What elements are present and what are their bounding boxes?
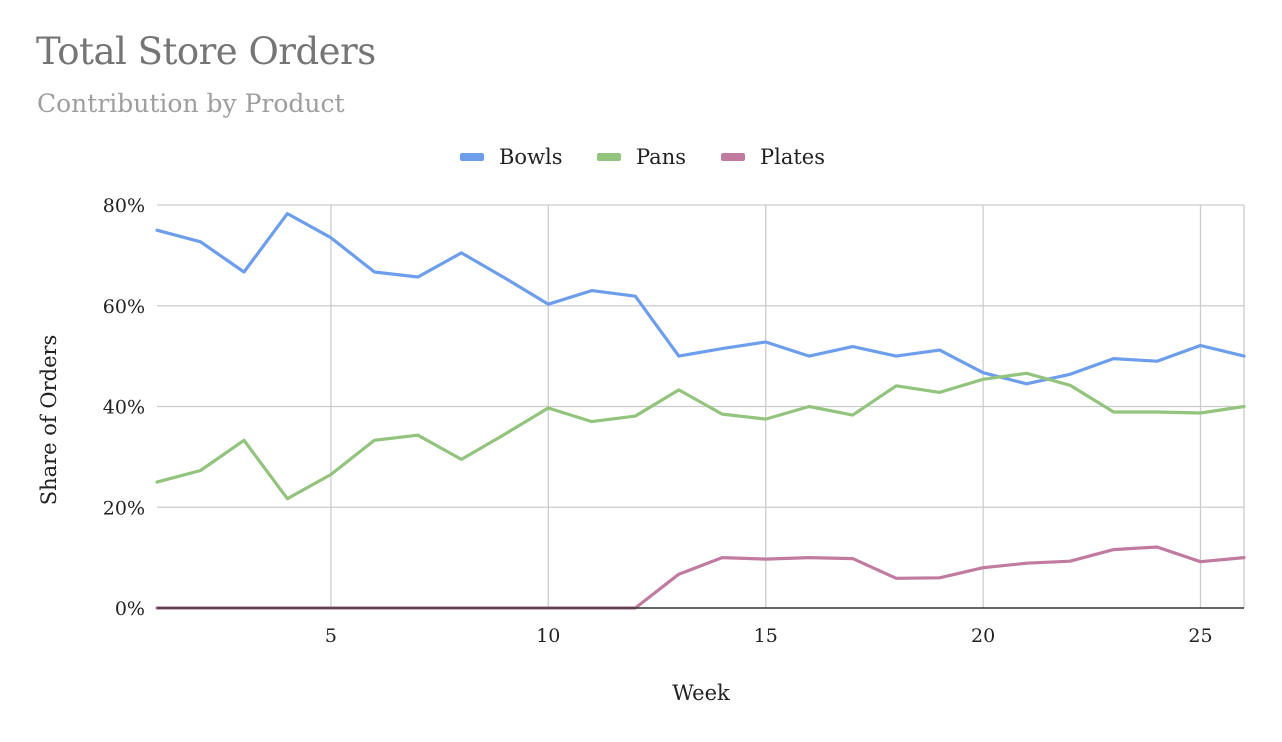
legend-swatch-bowls — [460, 153, 484, 161]
series-line-pans — [155, 371, 1246, 501]
x-tick-label: 25 — [1188, 625, 1212, 647]
y-axis-title: Share of Orders — [37, 335, 61, 506]
x-tick-label: 20 — [971, 625, 995, 647]
axes: 0% 20% 40% 60% 80% 5 10 15 20 25 — [103, 195, 1244, 647]
y-tick-label: 80% — [103, 195, 145, 217]
y-tick-label: 60% — [103, 296, 145, 318]
series-lines — [155, 212, 1246, 610]
x-tick-label: 5 — [325, 625, 337, 647]
legend-label-bowls: Bowls — [499, 145, 563, 169]
y-tick-label: 0% — [115, 598, 145, 620]
series-line-plates — [155, 545, 1246, 610]
series-line-bowls — [155, 212, 1246, 386]
chart-subtitle: Contribution by Product — [37, 89, 345, 118]
x-tick-label: 15 — [754, 625, 778, 647]
legend: Bowls Pans Plates — [460, 145, 825, 169]
y-tick-label: 20% — [103, 497, 145, 519]
y-tick-label: 40% — [103, 397, 145, 419]
chart-title: Total Store Orders — [36, 30, 376, 73]
x-tick-label: 10 — [536, 625, 560, 647]
legend-label-pans: Pans — [636, 145, 686, 169]
x-axis-title: Week — [672, 681, 730, 705]
grid — [157, 204, 1245, 608]
legend-swatch-pans — [597, 153, 621, 161]
legend-label-plates: Plates — [760, 145, 825, 169]
legend-swatch-plates — [721, 153, 745, 161]
